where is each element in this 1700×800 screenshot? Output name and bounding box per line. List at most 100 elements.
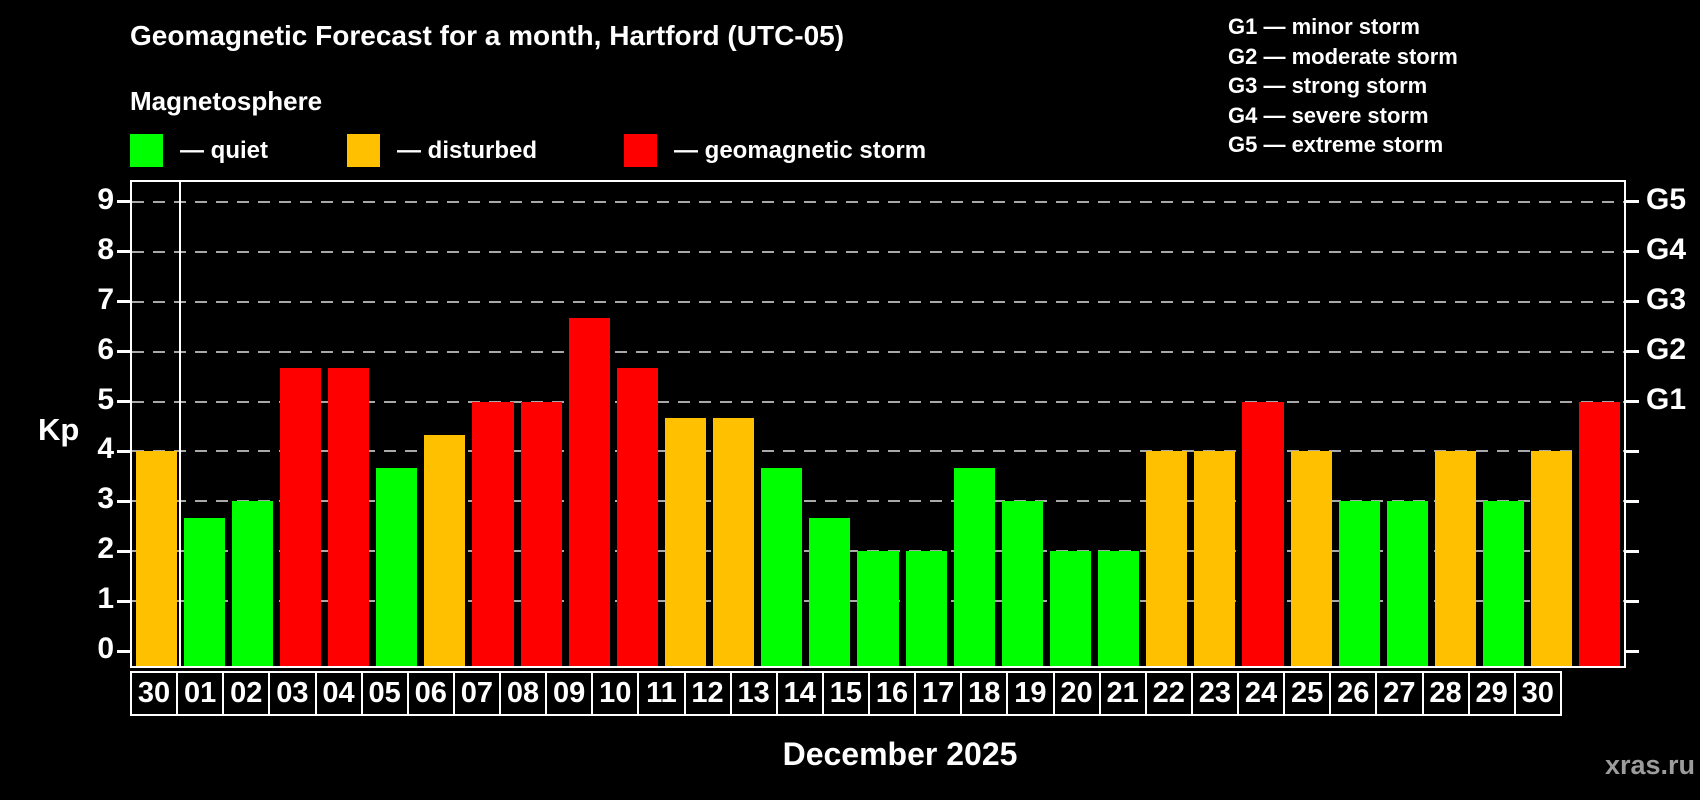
- storm-scale-line-g4: G4 — severe storm: [1228, 102, 1429, 128]
- y-axis-tick-4: [117, 449, 130, 453]
- right-axis-tick-2: [1626, 549, 1639, 553]
- right-axis-tick-6: [1626, 350, 1639, 354]
- legend-label-quiet: — quiet: [180, 136, 268, 164]
- storm-scale-line-g2: G2 — moderate storm: [1228, 43, 1458, 69]
- y-axis-label-3: 3: [97, 482, 114, 516]
- bar-day-28: [1483, 501, 1525, 666]
- page-title: Geomagnetic Forecast for a month, Hartfo…: [130, 20, 845, 51]
- storm-scale-line-g5: G5 — extreme storm: [1228, 132, 1444, 157]
- day-label-03: 03: [268, 671, 317, 716]
- right-axis-label-g3: G3: [1646, 282, 1687, 316]
- bar-day-07: [472, 401, 514, 666]
- bar-day-05: [376, 467, 418, 666]
- bar-day-17: [953, 467, 995, 666]
- y-axis-label-6: 6: [97, 332, 114, 366]
- bar-day-24: [1290, 451, 1332, 666]
- day-label-02: 02: [222, 671, 271, 716]
- day-label-05: 05: [360, 671, 409, 716]
- day-label-14: 14: [775, 671, 824, 716]
- bar-day-15: [857, 551, 899, 666]
- gridline-kp-4: [132, 450, 1624, 453]
- y-axis-tick-9: [117, 200, 130, 204]
- bar-day-02: [231, 501, 273, 666]
- month-separator-line: [179, 182, 182, 666]
- gridline-kp-9: [132, 200, 1624, 203]
- bar-day-14: [809, 517, 851, 666]
- bar-day-20: [1098, 551, 1140, 666]
- day-label-22: 22: [1144, 671, 1193, 716]
- day-label-21: 21: [1098, 671, 1147, 716]
- storm-color-swatch: [624, 134, 657, 167]
- day-label-13: 13: [729, 671, 778, 716]
- storm-scale-line-g1: G1 — minor storm: [1228, 14, 1420, 39]
- y-axis-label-0: 0: [97, 632, 114, 665]
- bar-day-11: [664, 417, 707, 666]
- storm-scale-line-g3: G3 — strong storm: [1228, 73, 1428, 98]
- day-label-07: 07: [452, 671, 501, 716]
- legend-item-storm: — geomagnetic storm: [624, 134, 926, 167]
- right-axis-tick-4: [1626, 449, 1639, 453]
- right-axis-tick-8: [1626, 250, 1639, 254]
- bar-day-08: [520, 401, 562, 666]
- right-axis-tick-1: [1626, 599, 1639, 603]
- bar-day-16: [905, 551, 947, 666]
- bar-day-29: [1531, 451, 1573, 666]
- y-axis-tick-2: [117, 549, 130, 553]
- day-label-11: 11: [637, 671, 686, 716]
- day-label-08: 08: [499, 671, 548, 716]
- gridline-kp-8: [132, 250, 1624, 253]
- x-axis-day-labels: 30 01 02 03 04 05 06 07 08 09 10 11 12 13 14 15 16 17 18 19…: [130, 671, 1562, 716]
- bar-day-26: [1386, 501, 1428, 666]
- gridline-kp-7: [132, 300, 1624, 303]
- storm-scale-legend: G1 — minor storm G2 — moderate storm G3 …: [1228, 12, 1458, 160]
- day-label-16: 16: [868, 671, 917, 716]
- right-axis-label-g1: G1: [1646, 382, 1687, 416]
- bar-day-25: [1338, 501, 1380, 666]
- day-label-12: 12: [683, 671, 732, 716]
- day-label-28: 28: [1421, 671, 1470, 716]
- y-axis-title: Kp: [38, 412, 80, 447]
- bar-day-30: [1579, 401, 1621, 666]
- right-axis-label-g2: G2: [1646, 332, 1687, 366]
- day-label-24: 24: [1237, 671, 1286, 716]
- day-label-09: 09: [545, 671, 594, 716]
- day-label-17: 17: [914, 671, 963, 716]
- right-axis-label-g5: G5: [1646, 182, 1687, 216]
- day-label-30-prev-month: 30: [130, 671, 179, 716]
- y-axis-label-9: 9: [97, 182, 114, 216]
- bar-day-03: [279, 368, 321, 666]
- day-label-26: 26: [1329, 671, 1378, 716]
- bar-day-09: [568, 318, 610, 666]
- bar-day-30-prev-month: [135, 451, 177, 666]
- bar-day-13: [761, 467, 803, 666]
- quiet-color-swatch: [130, 134, 163, 167]
- legend-item-quiet: — quiet: [130, 134, 268, 167]
- watermark: xras.ru: [1604, 750, 1695, 780]
- day-label-10: 10: [591, 671, 640, 716]
- y-axis-label-8: 8: [97, 232, 114, 266]
- day-label-23: 23: [1190, 671, 1239, 716]
- right-axis-tick-7: [1626, 300, 1639, 304]
- gridline-kp-3: [132, 500, 1624, 503]
- right-axis-tick-5: [1626, 400, 1639, 403]
- x-axis-title: December 2025: [782, 736, 1018, 772]
- right-axis-tick-9: [1626, 200, 1639, 204]
- y-axis-label-2: 2: [97, 532, 114, 566]
- day-label-01: 01: [176, 671, 225, 716]
- legend-label-storm: — geomagnetic storm: [674, 136, 927, 164]
- right-axis-tick-3: [1626, 499, 1639, 503]
- day-label-27: 27: [1375, 671, 1424, 716]
- bar-day-23: [1242, 401, 1284, 666]
- bar-day-12: [713, 417, 755, 666]
- bar-day-18: [1001, 501, 1043, 666]
- day-label-25: 25: [1283, 671, 1332, 716]
- bar-day-21: [1146, 451, 1188, 666]
- gridline-kp-5: [132, 400, 1624, 403]
- y-axis-tick-1: [117, 599, 130, 603]
- legend-item-disturbed: — disturbed: [347, 134, 537, 167]
- day-label-15: 15: [821, 671, 870, 716]
- bar-day-22: [1194, 451, 1236, 666]
- right-axis-tick-0: [1626, 649, 1639, 653]
- bar-day-04: [328, 368, 370, 666]
